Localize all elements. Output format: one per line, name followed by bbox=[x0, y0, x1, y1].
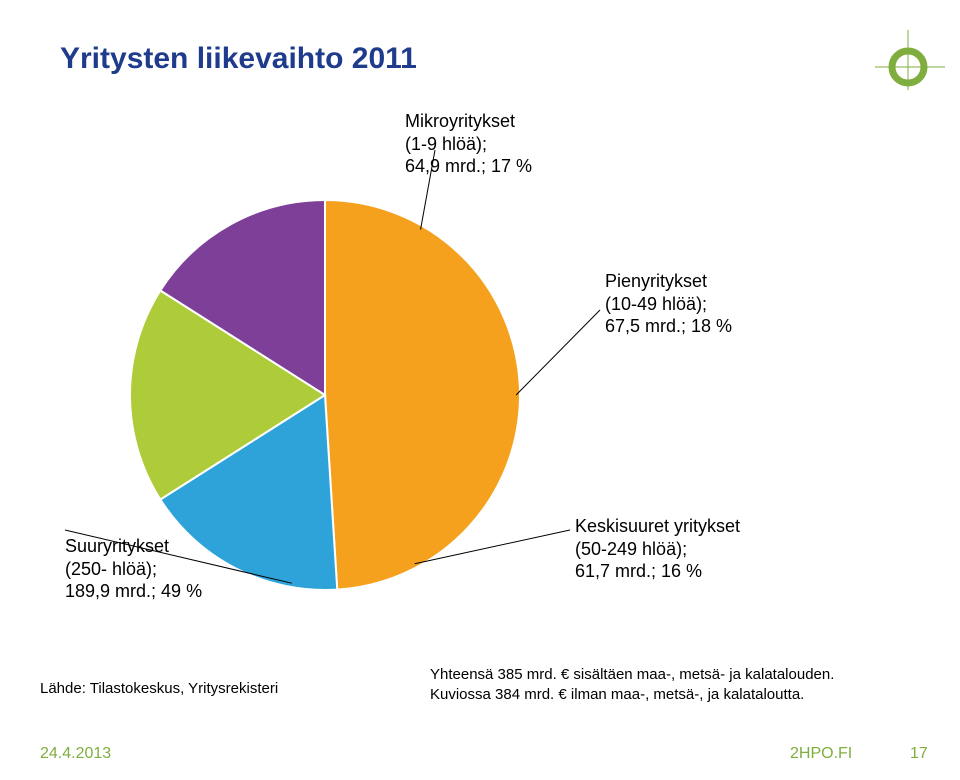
label-mikroyritykset: Mikroyritykset (1-9 hlöä); 64,9 mrd.; 17… bbox=[405, 110, 532, 178]
label-pienyritykset-line3: 67,5 mrd.; 18 % bbox=[605, 315, 732, 338]
label-keskisuuret-line2: (50-249 hlöä); bbox=[575, 538, 740, 561]
label-suuryritykset: Suuryritykset (250- hlöä); 189,9 mrd.; 4… bbox=[65, 535, 202, 603]
brand-logo-icon bbox=[870, 25, 950, 100]
label-keskisuuret-line1: Keskisuuret yritykset bbox=[575, 515, 740, 538]
label-suuryritykset-line1: Suuryritykset bbox=[65, 535, 202, 558]
label-keskisuuret-line3: 61,7 mrd.; 16 % bbox=[575, 560, 740, 583]
label-pienyritykset: Pienyritykset (10-49 hlöä); 67,5 mrd.; 1… bbox=[605, 270, 732, 338]
label-mikroyritykset-line1: Mikroyritykset bbox=[405, 110, 532, 133]
label-suuryritykset-line3: 189,9 mrd.; 49 % bbox=[65, 580, 202, 603]
footer-note-line1: Yhteensä 385 mrd. € sisältäen maa-, mets… bbox=[430, 665, 834, 685]
footer-note-line2: Kuviossa 384 mrd. € ilman maa-, metsä-, … bbox=[430, 685, 834, 705]
footer-date: 24.4.2013 bbox=[40, 745, 111, 763]
pie-slice-suuryritykset bbox=[325, 200, 520, 590]
footer-page: 17 bbox=[910, 745, 928, 763]
footer-brand: 2HPO.FI bbox=[790, 745, 852, 763]
source-text: Lähde: Tilastokeskus, Yritysrekisteri bbox=[40, 680, 278, 697]
footer-note: Yhteensä 385 mrd. € sisältäen maa-, mets… bbox=[430, 665, 834, 704]
label-mikroyritykset-line2: (1-9 hlöä); bbox=[405, 133, 532, 156]
label-keskisuuret: Keskisuuret yritykset (50-249 hlöä); 61,… bbox=[575, 515, 740, 583]
leader-line-pienyritykset bbox=[516, 310, 600, 395]
label-pienyritykset-line1: Pienyritykset bbox=[605, 270, 732, 293]
label-suuryritykset-line2: (250- hlöä); bbox=[65, 558, 202, 581]
label-pienyritykset-line2: (10-49 hlöä); bbox=[605, 293, 732, 316]
label-mikroyritykset-line3: 64,9 mrd.; 17 % bbox=[405, 155, 532, 178]
